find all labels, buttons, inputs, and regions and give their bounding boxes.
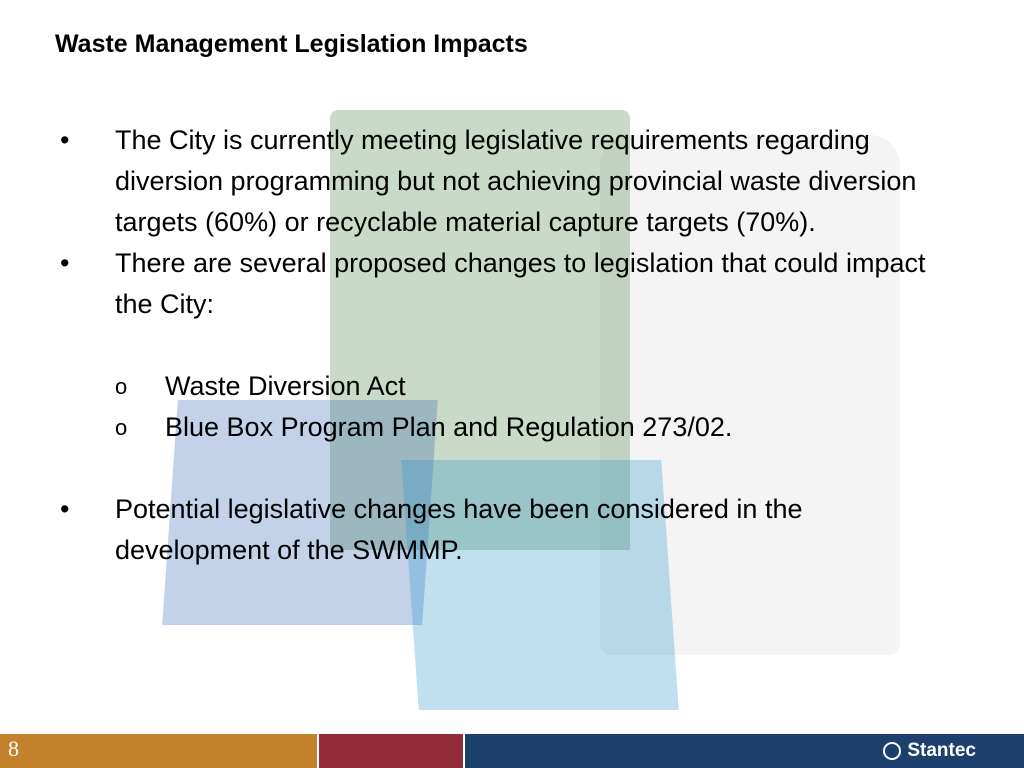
sub-bullet-item: o Waste Diversion Act <box>60 366 960 407</box>
bullet-icon: • <box>60 125 70 155</box>
sub-bullet-text: Waste Diversion Act <box>165 371 406 401</box>
sub-bullet-icon: o <box>115 415 128 440</box>
page-number: 8 <box>0 734 317 768</box>
bullet-text: The City is currently meeting legislativ… <box>115 125 917 237</box>
footer-bar: 8 Stantec <box>0 734 1024 768</box>
bullet-item: • There are several proposed changes to … <box>60 243 960 325</box>
bullet-text: Potential legislative changes have been … <box>115 494 803 565</box>
background-white-bin-image <box>600 135 900 655</box>
footer-blue-band: Stantec <box>465 734 1024 768</box>
bullet-icon: • <box>60 494 70 524</box>
background-green-bin-image <box>330 110 630 550</box>
bullet-item: • The City is currently meeting legislat… <box>60 120 960 243</box>
sub-bullet-text: Blue Box Program Plan and Regulation 273… <box>165 412 733 442</box>
bullet-text: There are several proposed changes to le… <box>115 248 926 319</box>
sub-bullet-item: o Blue Box Program Plan and Regulation 2… <box>60 407 960 448</box>
bullet-item: • Potential legislative changes have bee… <box>60 489 960 571</box>
stantec-logo-icon <box>883 742 902 760</box>
bullet-icon: • <box>60 248 70 278</box>
stantec-logo: Stantec <box>883 740 976 762</box>
footer-red-band <box>319 734 463 768</box>
logo-text: Stantec <box>907 740 976 761</box>
slide-content: • The City is currently meeting legislat… <box>60 120 960 571</box>
sub-bullet-icon: o <box>115 374 128 399</box>
slide-title: Waste Management Legislation Impacts <box>55 30 528 58</box>
